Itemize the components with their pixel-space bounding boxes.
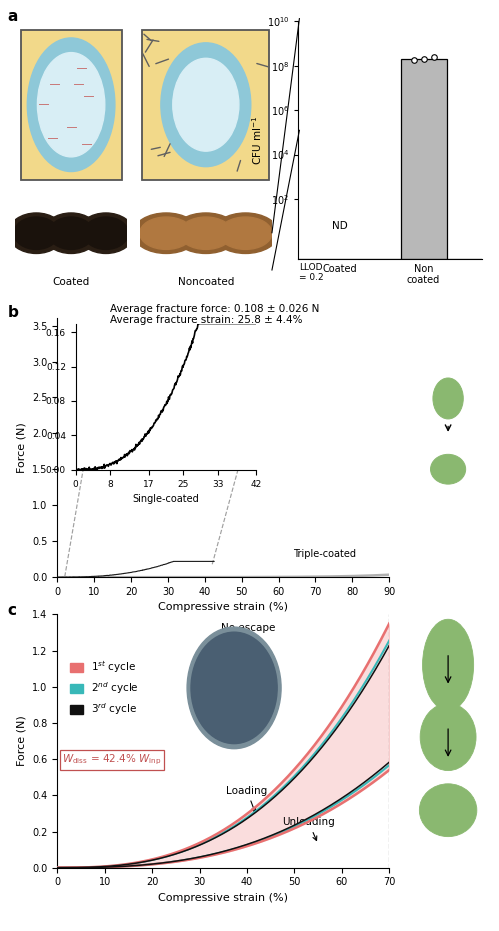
X-axis label: Compressive strain (%): Compressive strain (%): [158, 893, 288, 903]
Text: a: a: [7, 9, 18, 24]
Y-axis label: Force (N): Force (N): [17, 716, 27, 766]
Circle shape: [219, 217, 272, 250]
FancyBboxPatch shape: [142, 30, 269, 180]
Text: LLOD
= 0.2: LLOD = 0.2: [299, 263, 324, 282]
Circle shape: [133, 213, 199, 253]
Ellipse shape: [433, 378, 463, 419]
Bar: [414, 700, 482, 713]
Text: No escape: No escape: [221, 624, 275, 633]
Bar: [401, 59, 447, 931]
Circle shape: [78, 213, 134, 253]
Text: ND: ND: [332, 222, 348, 231]
Bar: [414, 709, 482, 722]
Circle shape: [173, 213, 239, 253]
Y-axis label: Force (N): Force (N): [16, 423, 26, 473]
Circle shape: [49, 217, 93, 250]
Circle shape: [213, 213, 278, 253]
Ellipse shape: [173, 59, 239, 151]
Point: [430, 50, 438, 65]
Bar: [414, 835, 482, 849]
Text: Average fracture strain: 25.8 ± 4.4%: Average fracture strain: 25.8 ± 4.4%: [110, 315, 302, 325]
Ellipse shape: [37, 52, 105, 156]
Legend: 1$^{st}$ cycle, 2$^{nd}$ cycle, 3$^{rd}$ cycle: 1$^{st}$ cycle, 2$^{nd}$ cycle, 3$^{rd}$…: [66, 655, 143, 722]
Bar: [414, 627, 482, 640]
Bar: [414, 480, 482, 492]
Text: $W_\mathrm{diss}$ = 42.4% $W_\mathrm{inp}$: $W_\mathrm{diss}$ = 42.4% $W_\mathrm{inp…: [62, 753, 162, 767]
Text: Coated: Coated: [52, 277, 89, 288]
Bar: [414, 439, 482, 452]
Circle shape: [14, 217, 59, 250]
Bar: [414, 773, 482, 786]
Bar: [414, 365, 482, 377]
Circle shape: [83, 217, 128, 250]
Text: Triple-coated: Triple-coated: [293, 549, 356, 560]
Bar: [414, 703, 482, 717]
Bar: [414, 776, 482, 789]
Point: [420, 51, 428, 66]
Circle shape: [180, 217, 233, 250]
Text: Unloading: Unloading: [282, 817, 335, 841]
X-axis label: Compressive strain (%): Compressive strain (%): [158, 602, 288, 613]
Text: b: b: [7, 305, 18, 320]
Bar: [414, 404, 482, 416]
Point: [410, 53, 418, 68]
Text: c: c: [7, 603, 16, 618]
Bar: [414, 769, 482, 783]
Circle shape: [140, 217, 193, 250]
Ellipse shape: [161, 43, 251, 167]
FancyBboxPatch shape: [20, 30, 122, 180]
Text: Average fracture force: 0.108 ± 0.026 N: Average fracture force: 0.108 ± 0.026 N: [110, 304, 319, 314]
Ellipse shape: [423, 619, 474, 710]
Text: Loading: Loading: [227, 786, 267, 813]
Ellipse shape: [27, 38, 115, 171]
Bar: [414, 773, 482, 786]
Circle shape: [43, 213, 99, 253]
Ellipse shape: [419, 784, 477, 837]
Bar: [414, 713, 482, 726]
Bar: [414, 630, 482, 643]
Ellipse shape: [420, 703, 476, 771]
Ellipse shape: [431, 454, 466, 484]
Circle shape: [8, 213, 64, 253]
Y-axis label: CFU ml$^{-1}$: CFU ml$^{-1}$: [250, 115, 264, 165]
Text: Noncoated: Noncoated: [178, 277, 234, 288]
Bar: [414, 839, 482, 852]
